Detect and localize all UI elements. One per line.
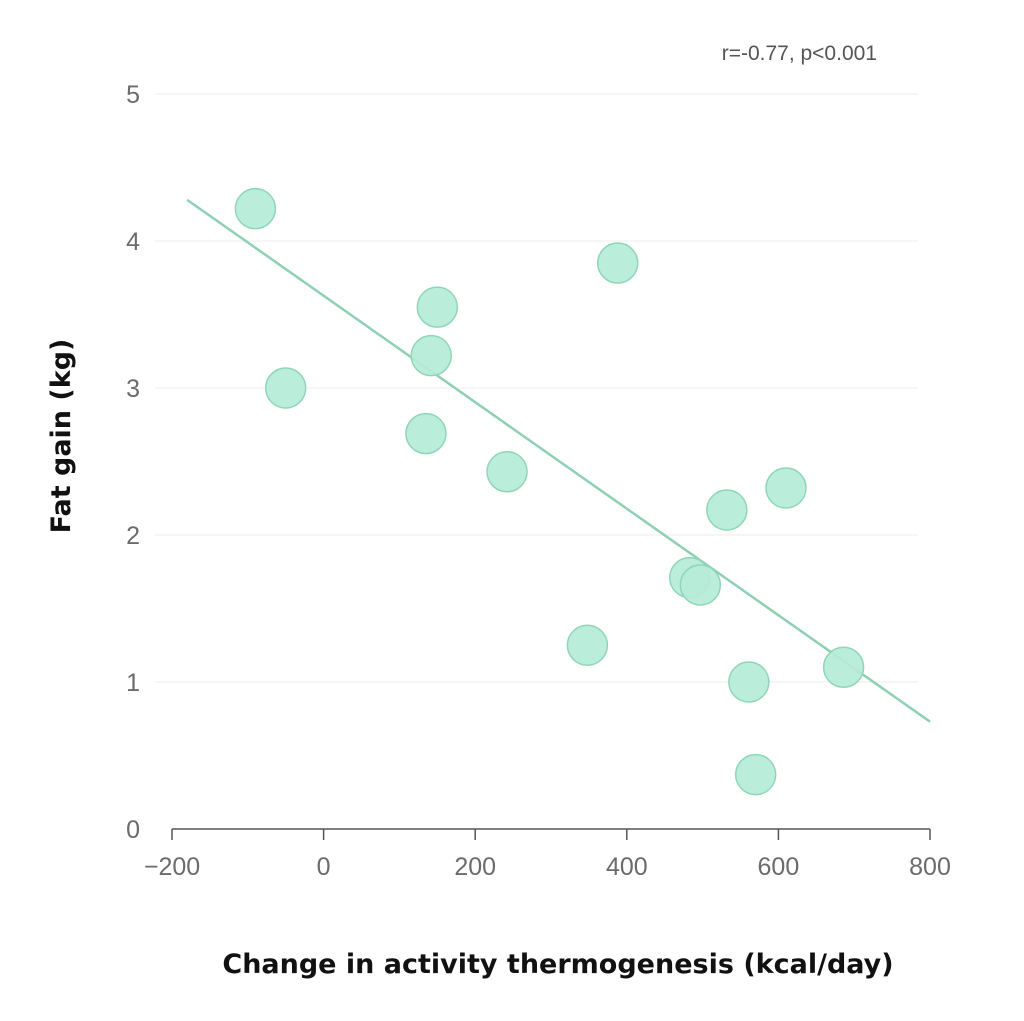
y-tick-label-2: 2 xyxy=(126,522,140,550)
y-tick-label-0: 0 xyxy=(126,816,140,844)
data-point-5 xyxy=(486,451,528,493)
y-tick-label-4: 4 xyxy=(126,228,140,256)
trendline-group xyxy=(186,198,931,723)
data-point-1 xyxy=(264,367,307,409)
y-axis-title: Fat gain (kg) xyxy=(46,339,77,534)
data-point-13 xyxy=(765,467,807,509)
y-tick-label-1: 1 xyxy=(126,669,140,697)
x-tick-label-0: −200 xyxy=(144,853,200,881)
x-tick-label-5: 800 xyxy=(909,853,951,881)
correlation-annotation: r=-0.77, p<0.001 xyxy=(722,42,877,65)
data-point-2 xyxy=(405,412,447,455)
data-point-11 xyxy=(728,661,770,703)
x-tick-label-1: 0 xyxy=(317,853,331,881)
data-point-0 xyxy=(234,187,277,230)
x-tick-label-2: 200 xyxy=(454,853,496,881)
data-point-12 xyxy=(734,753,777,796)
x-tick-label-4: 600 xyxy=(758,853,800,881)
data-point-7 xyxy=(596,242,639,284)
axes xyxy=(171,828,931,840)
data-point-6 xyxy=(566,624,609,666)
data-point-14 xyxy=(822,646,865,689)
data-point-10 xyxy=(706,489,748,531)
data-point-9 xyxy=(679,564,722,606)
data-points xyxy=(234,187,865,796)
x-axis-title: Change in activity thermogenesis (kcal/d… xyxy=(222,949,893,980)
data-point-3 xyxy=(410,334,452,377)
regression-trendline xyxy=(186,198,931,723)
y-tick-label-5: 5 xyxy=(126,81,140,109)
x-tick-label-3: 400 xyxy=(606,853,648,881)
data-point-4 xyxy=(416,286,459,328)
y-tick-label-3: 3 xyxy=(126,375,140,403)
